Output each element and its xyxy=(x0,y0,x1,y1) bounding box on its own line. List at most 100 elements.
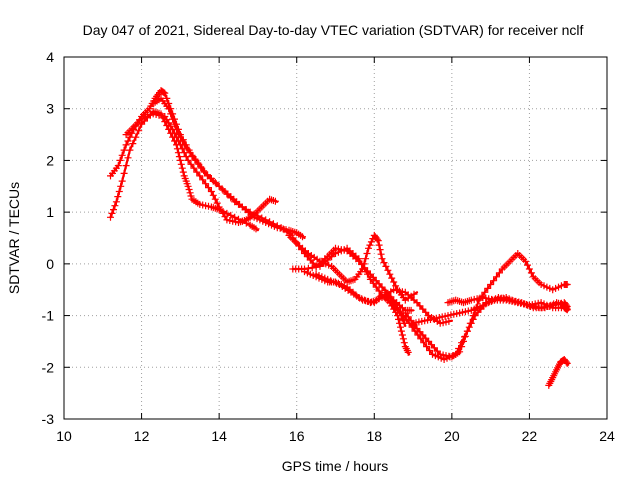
data-point-marker xyxy=(493,273,500,281)
series-markers xyxy=(545,356,571,389)
data-point-marker xyxy=(195,160,203,168)
data-point-marker xyxy=(201,168,209,176)
data-point-marker xyxy=(209,191,217,199)
data-point-marker xyxy=(524,261,531,269)
data-point-marker xyxy=(390,278,398,286)
data-point-marker xyxy=(304,264,312,272)
data-point-marker xyxy=(114,193,122,201)
data-point-marker xyxy=(198,164,206,172)
data-point-marker xyxy=(484,284,492,292)
data-point-marker xyxy=(563,359,571,367)
data-point-marker xyxy=(187,160,195,168)
data-point-marker xyxy=(175,153,183,161)
x-tick-label: 12 xyxy=(134,428,150,444)
data-point-marker xyxy=(420,339,428,347)
data-point-marker xyxy=(161,89,169,97)
data-point-marker xyxy=(132,133,140,141)
data-point-marker xyxy=(174,129,182,137)
data-point-marker xyxy=(186,189,194,197)
data-point-marker xyxy=(178,164,186,172)
data-point-marker xyxy=(179,168,187,176)
data-point-marker xyxy=(364,270,371,278)
data-point-marker xyxy=(426,347,434,354)
data-point-marker xyxy=(185,186,193,193)
y-tick-label: 1 xyxy=(46,204,54,220)
x-tick-labels: 10 12 14 16 18 20 22 24 xyxy=(56,428,615,444)
data-point-marker xyxy=(183,145,191,153)
series-markers xyxy=(122,110,279,226)
data-point-marker xyxy=(180,141,188,149)
data-point-marker xyxy=(375,287,383,295)
data-point-marker xyxy=(355,255,363,263)
series-markers xyxy=(107,87,294,237)
data-point-marker xyxy=(445,317,453,325)
data-point-marker xyxy=(116,156,124,164)
data-point-marker xyxy=(358,260,366,268)
data-point-marker xyxy=(115,188,123,195)
plot-frame xyxy=(63,56,608,420)
data-point-marker xyxy=(386,270,394,278)
data-point-marker xyxy=(362,255,370,263)
data-point-marker xyxy=(397,323,404,331)
data-point-marker xyxy=(112,198,120,206)
data-point-marker xyxy=(404,313,412,321)
data-point-marker xyxy=(563,281,571,288)
data-point-marker xyxy=(432,314,440,322)
data-point-marker xyxy=(382,288,390,296)
x-tick-label: 14 xyxy=(211,428,227,444)
data-point-marker xyxy=(374,237,382,245)
data-point-marker xyxy=(126,133,134,141)
data-point-marker xyxy=(328,253,336,261)
data-point-marker xyxy=(465,323,473,331)
data-point-marker xyxy=(292,238,300,246)
data-point-marker xyxy=(187,192,195,200)
series-trace-2 xyxy=(107,107,260,233)
data-point-marker xyxy=(380,259,388,267)
data-point-marker xyxy=(298,246,306,254)
data-point-marker xyxy=(177,160,185,168)
data-point-marker xyxy=(111,202,119,210)
data-point-marker xyxy=(527,269,535,277)
x-tick-label: 16 xyxy=(289,428,305,444)
data-point-marker xyxy=(205,184,212,192)
data-point-marker xyxy=(562,358,570,366)
data-point-marker xyxy=(122,162,130,170)
data-point-marker xyxy=(397,327,405,335)
data-point-marker xyxy=(400,339,408,347)
data-point-marker xyxy=(178,137,186,145)
data-point-marker xyxy=(399,335,407,343)
data-point-marker xyxy=(108,209,116,217)
data-point-marker xyxy=(376,246,384,254)
data-point-marker xyxy=(231,213,239,221)
data-point-marker xyxy=(490,277,498,285)
data-point-marker xyxy=(169,115,177,123)
data-point-marker xyxy=(392,282,400,290)
data-point-marker xyxy=(122,141,130,149)
data-point-marker xyxy=(324,275,332,283)
data-point-marker xyxy=(378,255,386,263)
series-markers xyxy=(107,107,260,233)
data-point-marker xyxy=(467,319,475,327)
y-tick-label: 4 xyxy=(46,49,54,65)
series-trace-1 xyxy=(107,87,294,237)
data-point-marker xyxy=(227,211,235,219)
data-point-marker xyxy=(193,168,201,176)
data-point-marker xyxy=(324,256,332,264)
data-point-marker xyxy=(124,137,132,145)
series-markers xyxy=(149,94,306,241)
data-point-marker xyxy=(186,149,194,157)
y-tick-label: 3 xyxy=(46,101,54,117)
data-point-marker xyxy=(114,162,122,170)
data-point-marker xyxy=(118,177,126,185)
data-point-marker xyxy=(384,266,392,274)
data-point-marker xyxy=(165,105,173,113)
y-tick-label: -2 xyxy=(42,359,55,375)
y-axis-label: SDTVAR / TECUs xyxy=(6,182,22,294)
data-point-marker xyxy=(404,348,412,356)
data-point-marker xyxy=(385,292,393,300)
data-point-marker xyxy=(120,169,128,177)
data-point-marker xyxy=(176,133,184,141)
data-point-marker xyxy=(211,195,219,203)
y-tick-label: 0 xyxy=(46,256,54,272)
data-point-marker xyxy=(397,308,404,316)
